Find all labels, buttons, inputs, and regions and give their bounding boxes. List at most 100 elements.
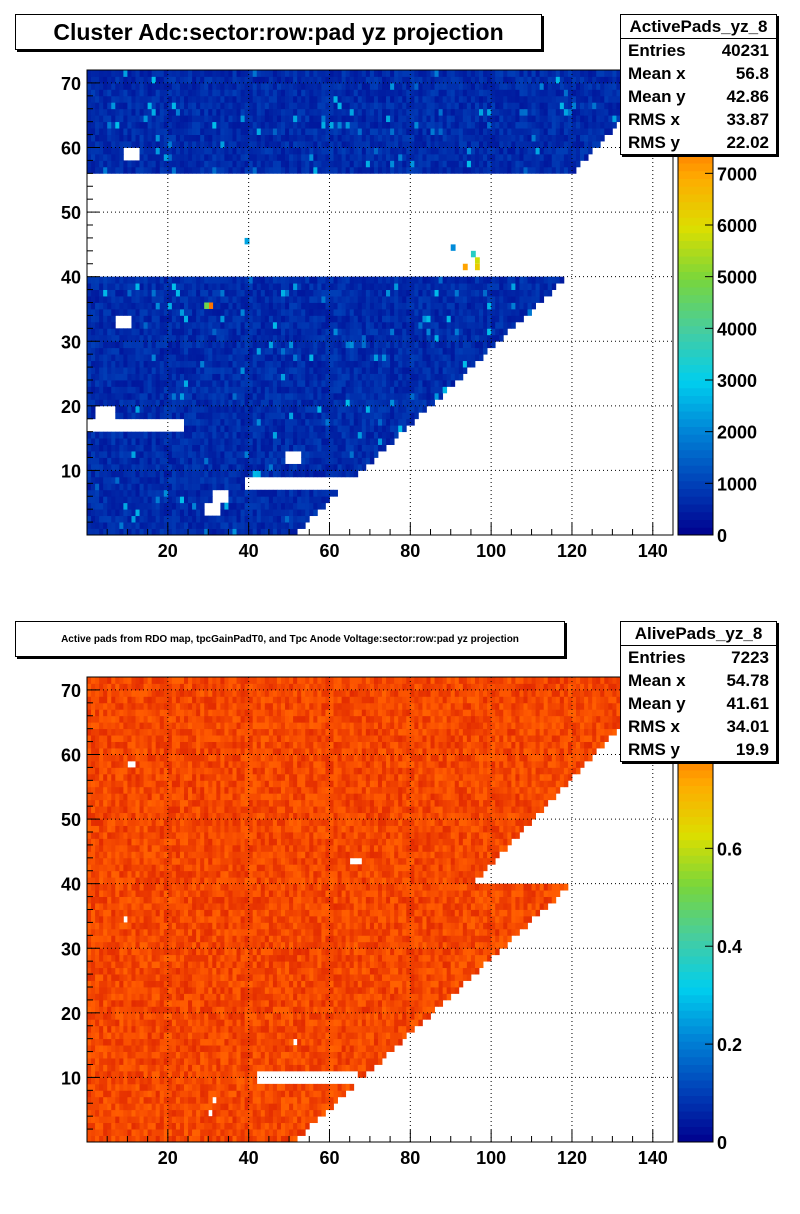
heatmap-cell (487, 147, 492, 155)
heatmap-cell (179, 509, 185, 517)
heatmap-cell (410, 128, 415, 135)
heatmap-cell (244, 457, 250, 465)
heatmap-cell (466, 334, 472, 342)
heatmap-cell (151, 82, 157, 90)
heatmap-cell (474, 289, 480, 297)
heatmap-cell (252, 121, 258, 129)
heatmap-cell (139, 380, 144, 387)
heatmap-cell (301, 405, 306, 413)
heatmap-cell (139, 360, 144, 368)
heatmap-cell (123, 341, 128, 349)
heatmap-cell (329, 115, 334, 123)
heatmap-cell (398, 360, 403, 368)
heatmap-cell (313, 386, 318, 394)
heatmap-cell (240, 373, 246, 381)
heatmap-cell (305, 418, 310, 426)
heatmap-cell (402, 328, 407, 336)
heatmap-cell (357, 412, 363, 420)
heatmap-cell (103, 147, 108, 155)
heatmap-cell (398, 153, 403, 161)
heatmap-cell (406, 373, 411, 381)
heatmap-cell (531, 289, 536, 297)
heatmap-cell (111, 102, 116, 110)
heatmap-cell (410, 392, 415, 400)
heatmap-cell (365, 380, 371, 387)
heatmap-cell (317, 141, 322, 148)
heatmap-cell (236, 347, 241, 355)
heatmap-cell (224, 328, 229, 336)
heatmap-cell (313, 418, 318, 426)
heatmap-cell (410, 95, 415, 103)
heatmap-cell (458, 334, 464, 342)
heatmap-cell (454, 321, 460, 329)
heatmap-cell (454, 328, 460, 336)
heatmap-cell (179, 347, 185, 355)
heatmap-cell (305, 128, 310, 135)
heatmap-cell (171, 276, 177, 284)
heatmap-cell (289, 147, 294, 155)
heatmap-cell (386, 153, 391, 161)
heatmap-cell (224, 438, 229, 445)
heatmap-cell (200, 502, 205, 510)
heatmap-cell (442, 153, 448, 161)
heatmap-cell (430, 315, 435, 323)
heatmap-cell (285, 405, 290, 413)
heatmap-cell (293, 166, 298, 174)
heatmap-cell (301, 515, 306, 523)
heatmap-cell (487, 102, 492, 110)
heatmap-cell (289, 380, 294, 387)
heatmap-cell (341, 89, 347, 97)
heatmap-cell (212, 328, 217, 336)
heatmap-cell (309, 321, 314, 329)
heatmap-cell (414, 321, 419, 329)
heatmap-cell (183, 392, 189, 400)
heatmap-cell (297, 515, 302, 523)
heatmap-cell (208, 463, 213, 471)
heatmap-cell (196, 328, 201, 336)
heatmap-cell (127, 134, 132, 142)
heatmap-cell (224, 321, 229, 329)
heatmap-cell (313, 153, 318, 161)
heatmap-cell (135, 289, 140, 297)
heatmap-cell (519, 121, 524, 129)
heatmap-cell (361, 160, 367, 168)
heatmap-cell (127, 392, 132, 400)
heatmap-cell (196, 438, 201, 445)
heatmap-cell (212, 483, 217, 491)
heatmap-cell (426, 276, 431, 284)
heatmap-cell (426, 328, 431, 336)
heatmap-cell (333, 412, 338, 420)
heatmap-cell (341, 347, 347, 355)
heatmap-cell (563, 108, 569, 116)
heatmap-cell (179, 380, 185, 387)
heatmap-cell (386, 354, 391, 362)
heatmap-cell (305, 347, 310, 355)
heatmap-cell (539, 115, 545, 123)
heatmap-cell (111, 444, 116, 452)
heatmap-cell (107, 476, 112, 484)
heatmap-cell (220, 373, 225, 381)
heatmap-cell (175, 276, 181, 284)
heatmap-cell (511, 102, 516, 110)
heatmap-cell (248, 522, 254, 529)
heatmap-cell (285, 386, 290, 394)
heatmap-cell (422, 153, 427, 161)
heatmap-cell (244, 496, 250, 504)
heatmap-cell (204, 412, 209, 420)
heatmap-cell (179, 463, 185, 471)
heatmap-cell (95, 509, 100, 517)
heatmap-cell (289, 515, 294, 523)
heatmap-cell (333, 425, 338, 433)
heatmap-cell (293, 438, 298, 445)
heatmap-cell (268, 283, 274, 290)
heatmap-cell (559, 160, 565, 168)
heatmap-cell (248, 308, 254, 316)
heatmap-cell (196, 89, 201, 97)
heatmap-cell (248, 457, 254, 465)
heatmap-cell (305, 141, 310, 148)
heatmap-cell (159, 360, 165, 368)
heatmap-cell (466, 166, 472, 174)
heatmap-cell (252, 451, 258, 458)
heatmap-cell (95, 386, 100, 394)
heatmap-cell (123, 296, 128, 303)
